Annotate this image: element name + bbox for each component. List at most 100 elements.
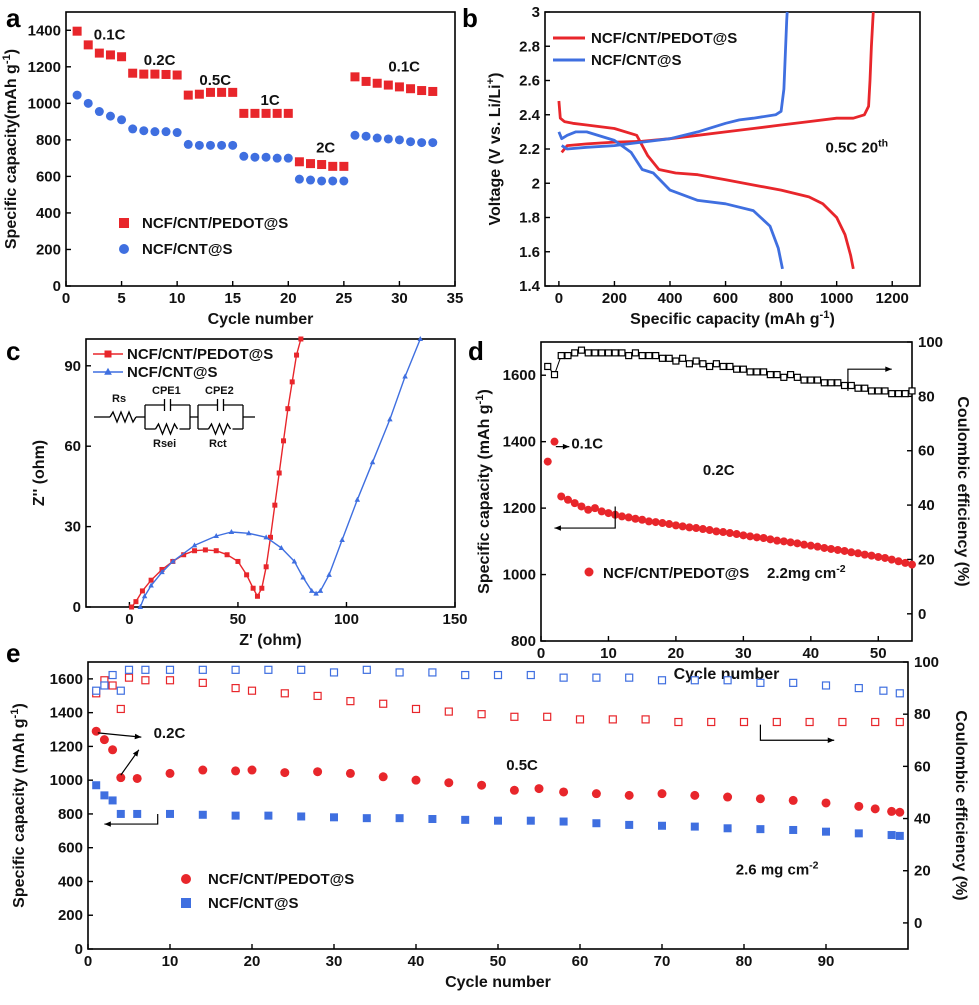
rate-point-cnt <box>272 153 282 163</box>
rate-label: 0.1C <box>388 58 420 75</box>
nyquist-point-cnt <box>369 459 376 465</box>
annotation-label: 2.6 mg cm-2 <box>736 860 819 879</box>
rate-point-cnt <box>117 115 127 125</box>
ce-point-cnt <box>362 665 371 674</box>
nyquist-point-pedot <box>298 336 304 342</box>
legend-marker <box>104 367 112 375</box>
arrow-right-axis-head <box>885 366 892 372</box>
x-tick-label: 10 <box>600 645 617 662</box>
nyquist-point-pedot <box>289 379 295 385</box>
legend-label: NCF/CNT/PEDOT@S <box>603 565 749 582</box>
capacity-point-pedot <box>895 807 905 817</box>
legend-marker <box>119 244 129 254</box>
ce-point-pedot <box>477 710 486 719</box>
capacity-point-pedot <box>624 513 633 522</box>
rate-point-cnt <box>306 175 316 185</box>
ce-point-pedot <box>772 717 781 727</box>
ce-point-cnt <box>625 673 634 682</box>
capacity-point-pedot <box>854 801 864 811</box>
y2-axis-label: Coulombic efficiency (%) <box>954 396 971 586</box>
ce-point <box>894 390 903 398</box>
y-tick-label: 200 <box>36 241 61 258</box>
arrow-left-axis <box>554 506 616 529</box>
arrow-right-axis-head <box>827 737 835 743</box>
capacity-point-pedot <box>821 798 831 808</box>
rate-point-pedot <box>406 84 416 94</box>
circuit-label: Rs <box>112 393 126 405</box>
capacity-point-pedot <box>411 775 421 785</box>
capacity-point-pedot <box>827 544 836 553</box>
x-tick-label: 35 <box>447 290 464 307</box>
ce-point-cnt <box>690 676 699 685</box>
x-tick-label: 70 <box>654 953 671 970</box>
y-tick-label: 600 <box>36 168 61 185</box>
capacity-point-pedot <box>108 745 118 755</box>
ce-point <box>550 371 559 379</box>
nyquist-point-cnt <box>141 593 148 599</box>
legend-label: NCF/CNT/PEDOT@S <box>142 215 288 232</box>
rate-point-cnt <box>428 138 438 148</box>
ce-point <box>598 349 606 357</box>
x-tick-label: 50 <box>490 953 507 970</box>
rate-point-pedot <box>205 87 215 97</box>
ce-point-cnt <box>329 668 339 677</box>
capacity-point-pedot <box>698 525 707 534</box>
rate-point-cnt <box>361 131 371 141</box>
rate-point-pedot <box>372 78 382 88</box>
capacity-point-pedot <box>766 535 775 544</box>
rate-point-cnt <box>328 176 338 186</box>
ce-point <box>712 360 720 368</box>
rate-point-cnt <box>72 90 82 100</box>
arrow-left-axis-head <box>104 821 111 827</box>
capacity-point-cnt <box>592 819 601 828</box>
y-tick-label: 0 <box>75 941 83 958</box>
capacity-point-pedot <box>908 560 916 569</box>
arrow-0-2c-2-head <box>132 749 139 757</box>
capacity-point-pedot <box>874 552 883 561</box>
ce-point <box>827 379 835 387</box>
y-tick-label: 400 <box>36 205 61 222</box>
capacity-point-pedot <box>723 792 733 802</box>
circuit-label: CPE2 <box>205 385 234 397</box>
capacity-point-pedot <box>881 553 890 562</box>
capacity-point-pedot <box>739 531 748 540</box>
arrow-0-2c <box>97 732 142 738</box>
ce-point <box>564 351 572 360</box>
y-tick-label: 800 <box>511 633 536 650</box>
capacity-point-cnt <box>494 816 502 825</box>
capacity-point-pedot <box>638 515 647 524</box>
x-tick-label: 10 <box>162 953 179 970</box>
rate-point-cnt <box>172 128 182 138</box>
x-tick-label: 20 <box>244 953 261 970</box>
rate-point-cnt <box>372 133 382 143</box>
ce-point <box>658 354 667 362</box>
rate-point-pedot <box>128 68 138 78</box>
x-tick-label: 400 <box>657 290 682 307</box>
capacity-point-cnt <box>822 827 830 836</box>
rate-point-pedot <box>339 161 349 171</box>
x-tick-label: 40 <box>802 645 819 662</box>
rate-point-pedot <box>217 87 227 97</box>
y-tick-label: 1200 <box>50 738 83 755</box>
x-tick-label: 0 <box>84 953 92 970</box>
capacity-point-pedot <box>854 549 863 558</box>
ce-point <box>786 371 795 379</box>
x-tick-label: 15 <box>224 290 241 307</box>
rate-label: 0.2C <box>144 52 176 69</box>
capacity-point-cnt <box>854 829 863 838</box>
capacity-point-pedot <box>788 795 798 805</box>
y-tick-label: 800 <box>36 132 61 149</box>
x-tick-label: 30 <box>326 953 343 970</box>
y-tick-label: 800 <box>58 806 83 823</box>
capacity-point-pedot <box>577 502 586 511</box>
capacity-point-pedot <box>705 526 714 535</box>
legend-loading: 2.2mg cm-2 <box>767 563 846 582</box>
capacity-point-pedot <box>690 790 700 800</box>
rate-point-pedot <box>417 86 427 96</box>
voltage-curve-cnt-discharge <box>557 130 784 270</box>
ce-point <box>618 349 626 357</box>
nyquist-point-cnt <box>308 587 315 593</box>
ce-point-pedot <box>805 717 814 727</box>
nyquist-point-pedot <box>139 588 145 594</box>
x-tick-label: 800 <box>769 290 794 307</box>
